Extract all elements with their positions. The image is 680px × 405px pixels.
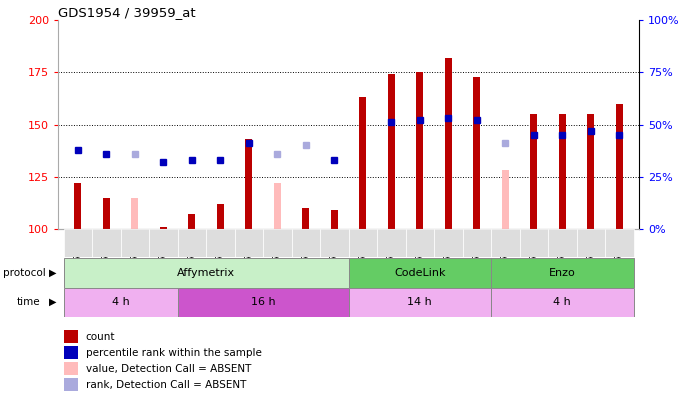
Bar	[530, 114, 537, 229]
Bar	[273, 183, 281, 229]
Bar	[615, 104, 623, 229]
Bar	[263, 229, 292, 257]
Bar	[434, 229, 462, 257]
Bar	[588, 114, 594, 229]
Bar	[491, 258, 634, 288]
Bar	[349, 288, 491, 317]
Bar	[462, 229, 491, 257]
Bar	[188, 214, 195, 229]
Text: CodeLink: CodeLink	[394, 268, 445, 278]
Text: ▶: ▶	[49, 268, 56, 278]
Bar	[473, 77, 480, 229]
Text: 4 h: 4 h	[554, 297, 571, 307]
Text: GDS1954 / 39959_at: GDS1954 / 39959_at	[58, 6, 195, 19]
Bar	[64, 330, 78, 343]
Text: 4 h: 4 h	[112, 297, 129, 307]
Bar	[177, 288, 348, 317]
Bar	[206, 229, 235, 257]
Bar	[63, 288, 177, 317]
Bar	[320, 229, 348, 257]
Text: 16 h: 16 h	[251, 297, 275, 307]
Bar	[416, 72, 424, 229]
Bar	[377, 229, 405, 257]
Bar	[74, 183, 82, 229]
Bar	[388, 75, 395, 229]
Bar	[330, 210, 338, 229]
Text: ▶: ▶	[49, 297, 56, 307]
Bar	[548, 229, 577, 257]
Bar	[177, 229, 206, 257]
Bar	[359, 98, 367, 229]
Text: 14 h: 14 h	[407, 297, 432, 307]
Bar	[292, 229, 320, 257]
Bar	[63, 229, 92, 257]
Bar	[491, 288, 634, 317]
Bar	[520, 229, 548, 257]
Text: Enzo: Enzo	[549, 268, 576, 278]
Text: percentile rank within the sample: percentile rank within the sample	[86, 348, 262, 358]
Bar	[405, 229, 434, 257]
Bar	[131, 198, 138, 229]
Text: protocol: protocol	[3, 268, 46, 278]
Bar	[349, 258, 491, 288]
Bar	[103, 198, 109, 229]
Bar	[217, 204, 224, 229]
Bar	[64, 362, 78, 375]
Text: Affymetrix: Affymetrix	[177, 268, 235, 278]
Bar	[64, 346, 78, 359]
Bar	[577, 229, 605, 257]
Bar	[245, 139, 252, 229]
Bar	[64, 378, 78, 392]
Bar	[63, 258, 349, 288]
Bar	[349, 229, 377, 257]
Bar	[235, 229, 263, 257]
Bar	[491, 229, 520, 257]
Text: time: time	[17, 297, 41, 307]
Text: rank, Detection Call = ABSENT: rank, Detection Call = ABSENT	[86, 380, 246, 390]
Bar	[160, 227, 167, 229]
Bar	[120, 229, 149, 257]
Bar	[149, 229, 177, 257]
Bar	[605, 229, 634, 257]
Bar	[445, 58, 452, 229]
Bar	[92, 229, 120, 257]
Text: value, Detection Call = ABSENT: value, Detection Call = ABSENT	[86, 364, 251, 374]
Bar	[502, 171, 509, 229]
Bar	[559, 114, 566, 229]
Bar	[302, 208, 309, 229]
Text: count: count	[86, 332, 115, 342]
